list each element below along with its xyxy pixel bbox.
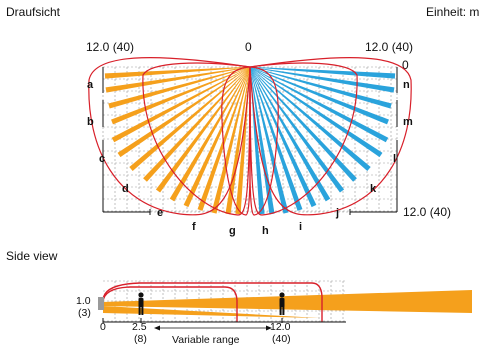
beam bbox=[155, 66, 251, 193]
zone-label-c: c bbox=[99, 153, 106, 165]
range-arrow-left-head bbox=[154, 325, 160, 331]
zone-label-d: d bbox=[122, 183, 129, 195]
height-unit: (3) bbox=[78, 307, 91, 319]
beam bbox=[249, 66, 275, 215]
detection-beams bbox=[104, 66, 396, 215]
zone-label-m: m bbox=[403, 116, 413, 128]
beam bbox=[249, 66, 317, 208]
person-near-icon bbox=[138, 292, 144, 315]
beam bbox=[117, 66, 251, 158]
zone-label-i: i bbox=[299, 221, 303, 233]
zone-label-g: g bbox=[229, 225, 236, 237]
variable-range-label: Variable range bbox=[172, 334, 240, 346]
bottom-range-label: 12.0 (40) bbox=[403, 205, 452, 219]
x-near-unit: (8) bbox=[134, 333, 147, 345]
beam bbox=[249, 66, 396, 79]
side-beam-lower bbox=[103, 306, 320, 318]
coverage-outline bbox=[249, 66, 279, 216]
x-far-label: 12.0 bbox=[270, 321, 291, 333]
zone-label-e: e bbox=[157, 207, 164, 219]
beam bbox=[169, 66, 251, 202]
beam bbox=[249, 66, 289, 214]
top-view-title: Draufsicht bbox=[6, 5, 61, 19]
beam bbox=[129, 66, 251, 171]
beam bbox=[197, 66, 251, 211]
center-zero-label: 0 bbox=[245, 40, 252, 54]
sensor-icon bbox=[98, 297, 104, 310]
height-value: 1.0 bbox=[76, 295, 91, 307]
zone-label-b: b bbox=[87, 116, 94, 128]
zone-label-f: f bbox=[192, 221, 196, 233]
top-view-diagram bbox=[88, 57, 412, 216]
beam bbox=[111, 66, 251, 143]
beam bbox=[249, 66, 383, 158]
coverage-outline bbox=[142, 62, 251, 216]
zone-label-j: j bbox=[336, 207, 340, 219]
range-arrow-right-head bbox=[266, 325, 272, 331]
unit-label: Einheit: m bbox=[426, 5, 480, 19]
right-range-label: 12.0 (40) bbox=[365, 40, 414, 54]
x-zero-label: 0 bbox=[100, 321, 106, 333]
coverage-outlines bbox=[88, 57, 412, 216]
beam bbox=[249, 66, 331, 202]
beam bbox=[249, 66, 303, 211]
side-outline-near bbox=[102, 286, 238, 322]
zone-label-a: a bbox=[87, 79, 94, 91]
right-zero-label: 0 bbox=[402, 58, 409, 72]
x-near-label: 2.5 bbox=[132, 321, 147, 333]
side-beam-upper bbox=[103, 290, 472, 313]
coverage-outline bbox=[88, 57, 251, 216]
zone-label-n: n bbox=[403, 79, 410, 91]
person-far-icon bbox=[279, 292, 285, 315]
beam bbox=[249, 66, 371, 171]
beam bbox=[249, 66, 389, 143]
beam bbox=[249, 66, 345, 193]
side-view-title: Side view bbox=[6, 249, 58, 263]
grid-border bbox=[102, 66, 398, 213]
beam bbox=[211, 66, 251, 214]
zone-label-h: h bbox=[262, 225, 269, 237]
beam bbox=[105, 66, 251, 93]
coverage-outline bbox=[249, 62, 358, 216]
beam bbox=[249, 66, 395, 93]
beam bbox=[143, 66, 251, 182]
x-far-unit: (40) bbox=[272, 333, 291, 345]
zone-label-l: l bbox=[393, 153, 397, 165]
side-outline-far bbox=[102, 282, 323, 322]
beam bbox=[249, 66, 357, 182]
beam bbox=[183, 66, 251, 208]
beam bbox=[225, 66, 251, 215]
left-range-label: 12.0 (40) bbox=[86, 40, 135, 54]
zone-brackets bbox=[102, 67, 398, 215]
zone-label-k: k bbox=[370, 183, 377, 195]
beam bbox=[104, 66, 251, 79]
coverage-outline bbox=[249, 57, 412, 216]
